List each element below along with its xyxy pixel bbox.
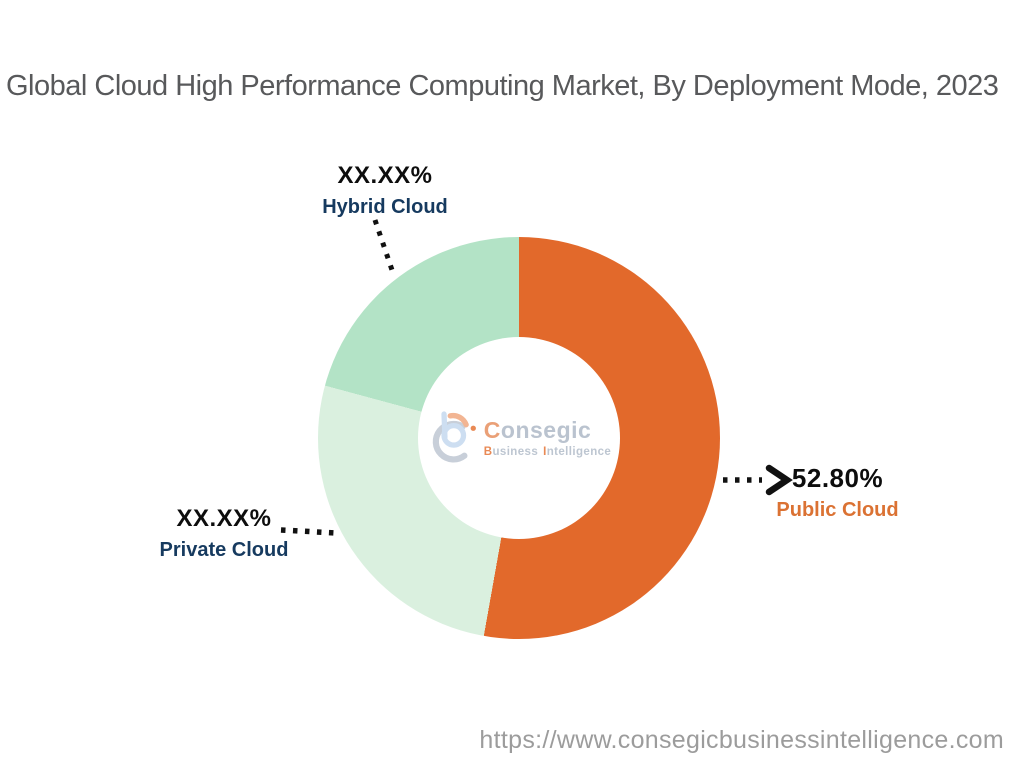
callout-public-cloud: 52.80% Public Cloud (770, 463, 905, 522)
consegic-logo: Consegic Business Intelligence (427, 407, 611, 469)
page-title: Global Cloud High Performance Computing … (6, 70, 999, 102)
callout-hybrid-cloud: XX.XX% Hybrid Cloud (300, 162, 470, 219)
footer-url-link[interactable]: https://www.consegicbusinessintelligence… (479, 726, 1004, 754)
donut-hole: Consegic Business Intelligence (418, 337, 620, 539)
private-cloud-label: Private Cloud (159, 538, 289, 561)
hybrid-cloud-label: Hybrid Cloud (322, 195, 448, 218)
hybrid-cloud-value: XX.XX% (337, 162, 433, 189)
consegic-logo-icon (432, 411, 476, 463)
logo-brand-name: Consegic (483, 417, 592, 444)
hybrid-dotted-connector (372, 219, 395, 271)
private-cloud-value: XX.XX% (176, 505, 272, 532)
public-cloud-value: 52.80% (791, 463, 884, 493)
logo-tagline: Business Intelligence (483, 445, 612, 458)
public-cloud-label: Public Cloud (776, 499, 899, 522)
consegic-logo-text: Consegic Business Intelligence (484, 418, 611, 457)
callout-private-cloud: XX.XX% Private Cloud (139, 505, 309, 562)
donut-chart: Consegic Business Intelligence (318, 237, 720, 639)
